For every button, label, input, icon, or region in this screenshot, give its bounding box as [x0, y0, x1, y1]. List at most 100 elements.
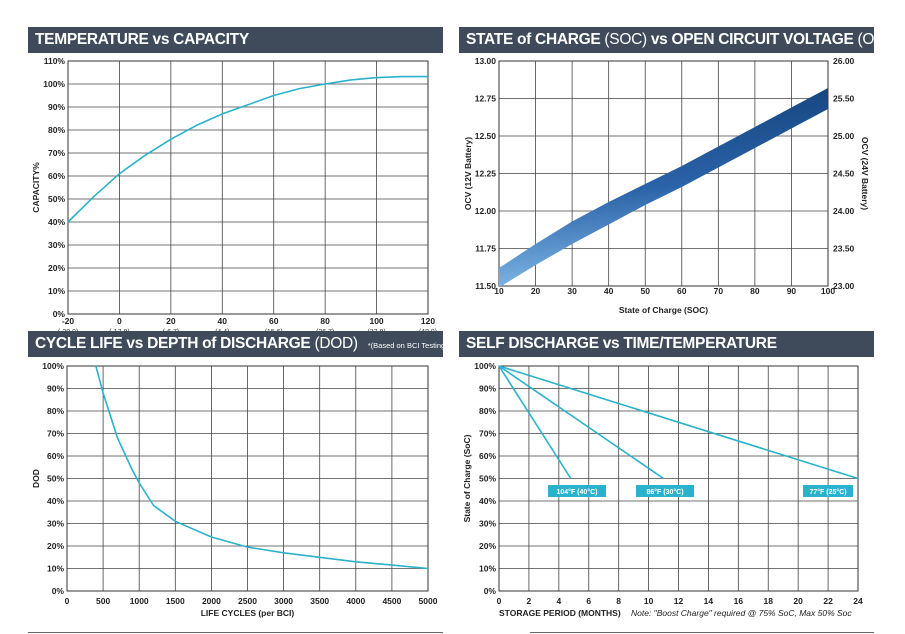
y2-tick-label: 23.00 — [833, 281, 855, 291]
x-tick-label: 18 — [764, 596, 774, 606]
x-tick-label: 60 — [269, 316, 279, 326]
x-tick-label: 50 — [640, 286, 650, 296]
y-tick-label: 30% — [479, 519, 496, 529]
self-discharge-chart: 0%10%20%30%40%50%60%70%80%90%100%0 2 4 6 8 10… — [462, 361, 863, 618]
boost-charge-note: Note: "Boost Charge" required @ 75% SoC,… — [631, 608, 852, 618]
x-tick-label: 0 — [497, 596, 502, 606]
x-tick-label: 8 — [616, 596, 621, 606]
y-tick-label: 20% — [47, 541, 64, 551]
y-tick-label: 50% — [48, 194, 65, 204]
y-tick-label: 13.00 — [475, 56, 497, 66]
x-tick-label: 24 — [853, 596, 863, 606]
temperature-capacity-chart: 0% 10% 20% 30% 40% 50% 60% 70% 80% 90% 100% 110% -20… — [31, 56, 437, 346]
soc-ocv-chart: 11.50 11.75 12.00 12.25 12.50 12.75 13.00 23.00… — [463, 56, 870, 315]
y-tick-label: 40% — [47, 496, 64, 506]
series-label-box — [636, 485, 694, 497]
y-axis-label: DOD — [31, 469, 41, 488]
x-tick-label: 5000 — [419, 596, 438, 606]
plot-frame — [67, 60, 429, 315]
x-tick-label: 20 — [166, 316, 176, 326]
y-tick-label: 90% — [479, 384, 496, 394]
y-tick-label: 11.50 — [475, 281, 496, 291]
x-tick-label: 80 — [750, 286, 760, 296]
y-tick-label: 20% — [479, 541, 496, 551]
y-tick-label: 80% — [47, 406, 64, 416]
x-tick-label: 10 — [494, 286, 504, 296]
y-tick-label: 100% — [42, 361, 64, 371]
y-tick-label: 70% — [47, 429, 64, 439]
capacity-line — [67, 75, 428, 223]
x-tick-label: 2000 — [202, 596, 221, 606]
y2-tick-label: 25.00 — [833, 131, 855, 141]
x-tick-label: 3000 — [274, 596, 293, 606]
x-tick-label: 90 — [787, 286, 797, 296]
x-tick-label: 500 — [96, 596, 110, 606]
x-tick-label: -20 — [62, 316, 75, 326]
y2-tick-label: 24.50 — [833, 169, 855, 179]
x-tick-label: 4000 — [346, 596, 365, 606]
panel-self-discharge: SELF DISCHARGE vs TIME/TEMPERATURE 0% 10%… — [459, 331, 874, 631]
y-tick-label: 60% — [47, 451, 64, 461]
y2-tick-label: 23.50 — [833, 244, 855, 254]
y2-tick-label: 26.00 — [833, 56, 855, 66]
y-tick-label: 10% — [47, 564, 64, 574]
x-tick-label: 20 — [531, 286, 541, 296]
panel-title: SELF DISCHARGE vs TIME/TEMPERATURE — [459, 331, 874, 357]
series-label-box — [548, 485, 606, 497]
cycle-life-line — [95, 365, 429, 570]
x-tick-label: 22 — [823, 596, 833, 606]
x-tick-label: 6 — [586, 596, 591, 606]
y-tick-label: 12.50 — [475, 131, 497, 141]
x-tick-label: 0 — [65, 596, 70, 606]
y-tick-label: 40% — [48, 217, 65, 227]
y-tick-label: 12.00 — [475, 206, 497, 216]
y-tick-label: 30% — [48, 240, 65, 250]
x-axis-label: LIFE CYCLES (per BCI) — [201, 608, 295, 618]
x-tick-label: 12 — [674, 596, 684, 606]
cycle-life-chart: 0% 10% 20% 30% 40% 50% 60% 70% 80% 90% 100% 0 500 100… — [31, 361, 438, 618]
x-tick-label: 2500 — [238, 596, 257, 606]
panel-title: STATE of CHARGE (SOC) vs OPEN CIRCUIT VO… — [459, 27, 874, 53]
y-tick-label: 90% — [47, 384, 64, 394]
series-label: 104°F (40°C) — [556, 488, 597, 496]
panel-soc-ocv: STATE of CHARGE (SOC) vs OPEN CIRCUIT VO… — [459, 27, 874, 327]
discharge-line — [498, 365, 572, 479]
y-tick-label: 30% — [47, 519, 64, 529]
y2-axis-label: OCV (24V Battery) — [860, 137, 870, 210]
x-axis-label: State of Charge (SOC) — [619, 305, 708, 315]
y-axis-label: OCV (12V Battery) — [463, 137, 473, 210]
discharge-line — [498, 365, 664, 480]
y-tick-label: 60% — [479, 451, 496, 461]
x-tick-label: 2 — [527, 596, 532, 606]
x-tick-label: 20 — [793, 596, 803, 606]
y-tick-label: 70% — [48, 148, 65, 158]
series-label: 77°F (25°C) — [809, 488, 846, 496]
bottom-rule-right — [530, 632, 874, 633]
y-tick-label: 10% — [479, 564, 496, 574]
y-tick-label: 80% — [48, 125, 65, 135]
y-axis-label: CAPACITY% — [31, 162, 41, 213]
voltage-band — [499, 88, 828, 286]
x-tick-label: 60 — [677, 286, 687, 296]
y2-tick-label: 25.50 — [833, 94, 855, 104]
x-tick-label: 4 — [556, 596, 561, 606]
y-tick-label: 100% — [43, 79, 65, 89]
y-tick-label: 11.75 — [475, 244, 496, 254]
x-tick-label: 40 — [218, 316, 228, 326]
y-tick-label: 12.75 — [475, 94, 497, 104]
y-tick-label: 100% — [474, 361, 496, 371]
y-tick-label: 0% — [484, 586, 497, 596]
x-tick-label: 70 — [714, 286, 724, 296]
y-tick-label: 90% — [48, 102, 65, 112]
x-tick-label: 40 — [604, 286, 614, 296]
x-tick-label: 1500 — [166, 596, 185, 606]
panel-title: CYCLE LIFE vs DEPTH of DISCHARGE (DOD) *(… — [28, 331, 443, 357]
x-tick-label: 100 — [369, 316, 383, 326]
discharge-line — [498, 365, 859, 480]
y2-tick-label: 24.00 — [833, 206, 855, 216]
x-tick-label: 4500 — [382, 596, 401, 606]
x-tick-label: 3500 — [310, 596, 329, 606]
panel-temperature-capacity: TEMPERATURE vs CAPACITY 0% 10% 20% 30% 40% 50… — [28, 27, 443, 346]
y-axis-label: State of Charge (SoC) — [462, 434, 472, 522]
y-tick-label: 80% — [479, 406, 496, 416]
